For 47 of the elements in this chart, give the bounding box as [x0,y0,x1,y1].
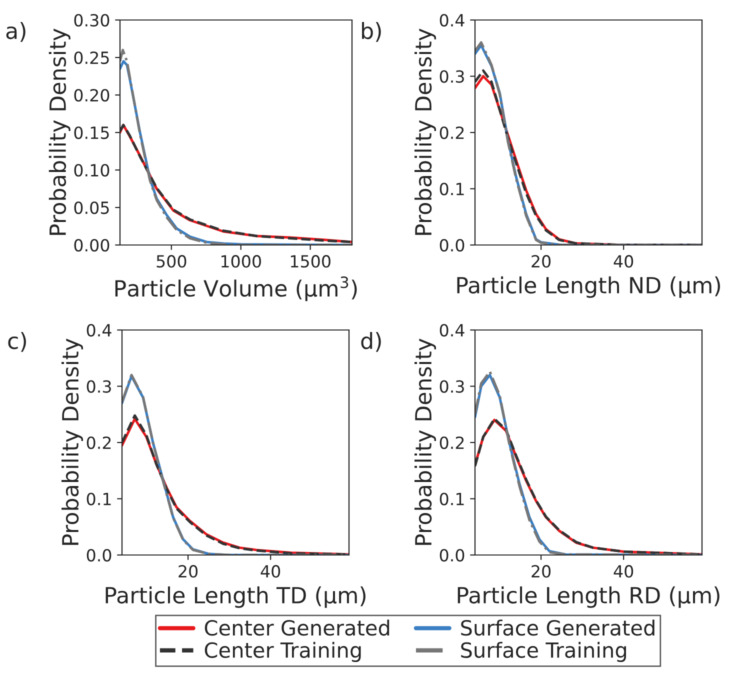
text: d) [361,332,381,352]
y-tick-label: 0.0 [440,548,464,562]
y-tick-label: 0.20 [74,88,110,102]
y-tick-label: 0.3 [86,380,111,393]
legend-label: Center Generated [204,620,390,636]
y-axis-title: Probability Density [61,338,83,545]
text: c) [8,332,26,352]
y-tick-label: 0.1 [440,492,464,506]
legend-label: Center Training [204,642,361,662]
x-tick-label: 1500 [290,255,330,268]
y-tick-label: 0.4 [86,324,112,337]
y-tick-label: 0.3 [440,380,464,393]
text: a) [6,22,26,42]
y-tick-label: 0.25 [74,51,109,64]
y-axis-title: Probability Density [48,28,70,235]
y-tick-label: 0.0 [86,548,112,562]
x-axis-title: Particle Length RD (μm) [458,586,720,608]
x-tick-label: 20 [532,255,551,268]
y-axis-title: Probability Density [414,28,436,235]
y-tick-label: 0.30 [74,14,110,27]
x-tick-label: 40 [614,255,634,268]
x-axis-title: Particle Length TD (μm) [106,586,366,608]
y-tick-label: 0.1 [440,182,464,196]
y-tick-label: 0.15 [74,126,109,140]
y-tick-label: 0.4 [440,14,464,27]
x-tick-label: 20 [532,565,551,578]
x-tick-label: 500 [156,255,186,268]
y-tick-label: 0.05 [74,201,109,214]
y-tick-label: 0.2 [86,436,111,450]
y-tick-label: 0.1 [86,492,111,506]
y-tick-label: 0.00 [74,238,110,252]
y-tick-label: 0.0 [440,238,464,252]
y-axis-title: Probability Density [414,338,436,545]
x-tick-label: 40 [614,565,634,578]
x-axis-title: Particle Length ND (μm) [457,276,720,298]
text: b) [362,22,381,42]
x-tick-label: 40 [260,565,280,578]
legend-label: Surface Training [461,642,626,662]
y-tick-label: 0.2 [440,126,464,140]
y-tick-label: 0.3 [440,70,464,83]
x-tick-label: 20 [178,565,198,578]
y-tick-label: 0.4 [440,324,464,337]
legend-label: Surface Generated [461,620,654,636]
y-tick-label: 0.10 [74,164,110,177]
x-axis-title: Particle Volume (μm$^{3}$) [115,276,357,302]
x-tick-label: 1000 [221,255,261,268]
y-tick-label: 0.2 [440,436,464,450]
